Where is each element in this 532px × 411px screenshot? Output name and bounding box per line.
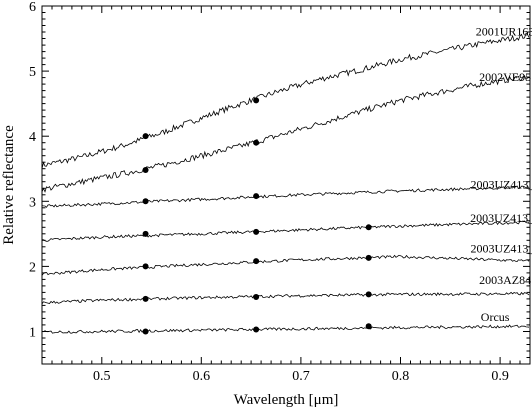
photometry-point [253,228,260,235]
axis-ticks [42,5,531,364]
x-tick-label: 0.6 [193,369,211,384]
series-label: 2003UZ413_a [470,242,532,256]
y-tick-label: 5 [29,65,36,80]
spectrum-line [41,32,530,169]
photometry-point [253,326,260,333]
photometry-point [253,258,260,265]
y-tick-label: 3 [29,195,36,210]
spectrum-line [41,220,530,242]
spectra-lines [41,32,530,334]
photometry-point [142,295,149,302]
photometry-point [365,254,372,261]
x-tick-label: 0.7 [292,369,310,384]
series-label: Orcus [481,310,510,324]
series-label: 2003UZ413_b [470,211,532,225]
series-label: 2001UR163 [476,24,532,38]
series-label: 2003AZ84 [479,273,531,287]
photometry-point [142,167,149,174]
spectrum-line [41,75,530,193]
x-tick-label: 0.5 [93,369,111,384]
series-label: 2003UZ413_c [470,177,532,191]
spectrum-line [41,254,530,276]
y-tick-label: 1 [29,325,36,340]
spectrum-line [41,324,530,334]
photometry-point [365,224,372,231]
x-tick-label: 0.8 [392,369,410,384]
y-tick-label: 2 [29,260,36,275]
spectrum-line [41,291,530,305]
plot-frame [41,5,531,365]
photometry-point [253,97,260,104]
x-tick-label: 0.9 [491,369,509,384]
series-labels: 2001UR163 2002VE95 2003UZ413_c 2003UZ413_b 2… [470,24,532,324]
photometry-point [365,291,372,298]
photometry-point [253,193,260,200]
photometry-point [142,133,149,140]
photometry-point [365,323,372,330]
photometry-point [142,198,149,205]
series-label: 2002VE95 [479,70,531,84]
photometry-point [142,328,149,335]
photometry-point [142,230,149,237]
spectrum-line [41,185,530,208]
y-tick-label: 4 [29,130,36,145]
photometry-point [142,263,149,270]
axis-tick-labels: 0.5 0.6 0.7 0.8 0.9 1 2 3 4 5 6 [29,0,509,384]
x-axis-label: Wavelength [μm] [234,392,339,408]
y-tick-label: 6 [29,0,36,15]
photometry-point [253,293,260,300]
photometry-point [253,139,260,146]
y-axis-label: Relative reflectance [1,125,17,245]
photometry-points [142,97,372,335]
